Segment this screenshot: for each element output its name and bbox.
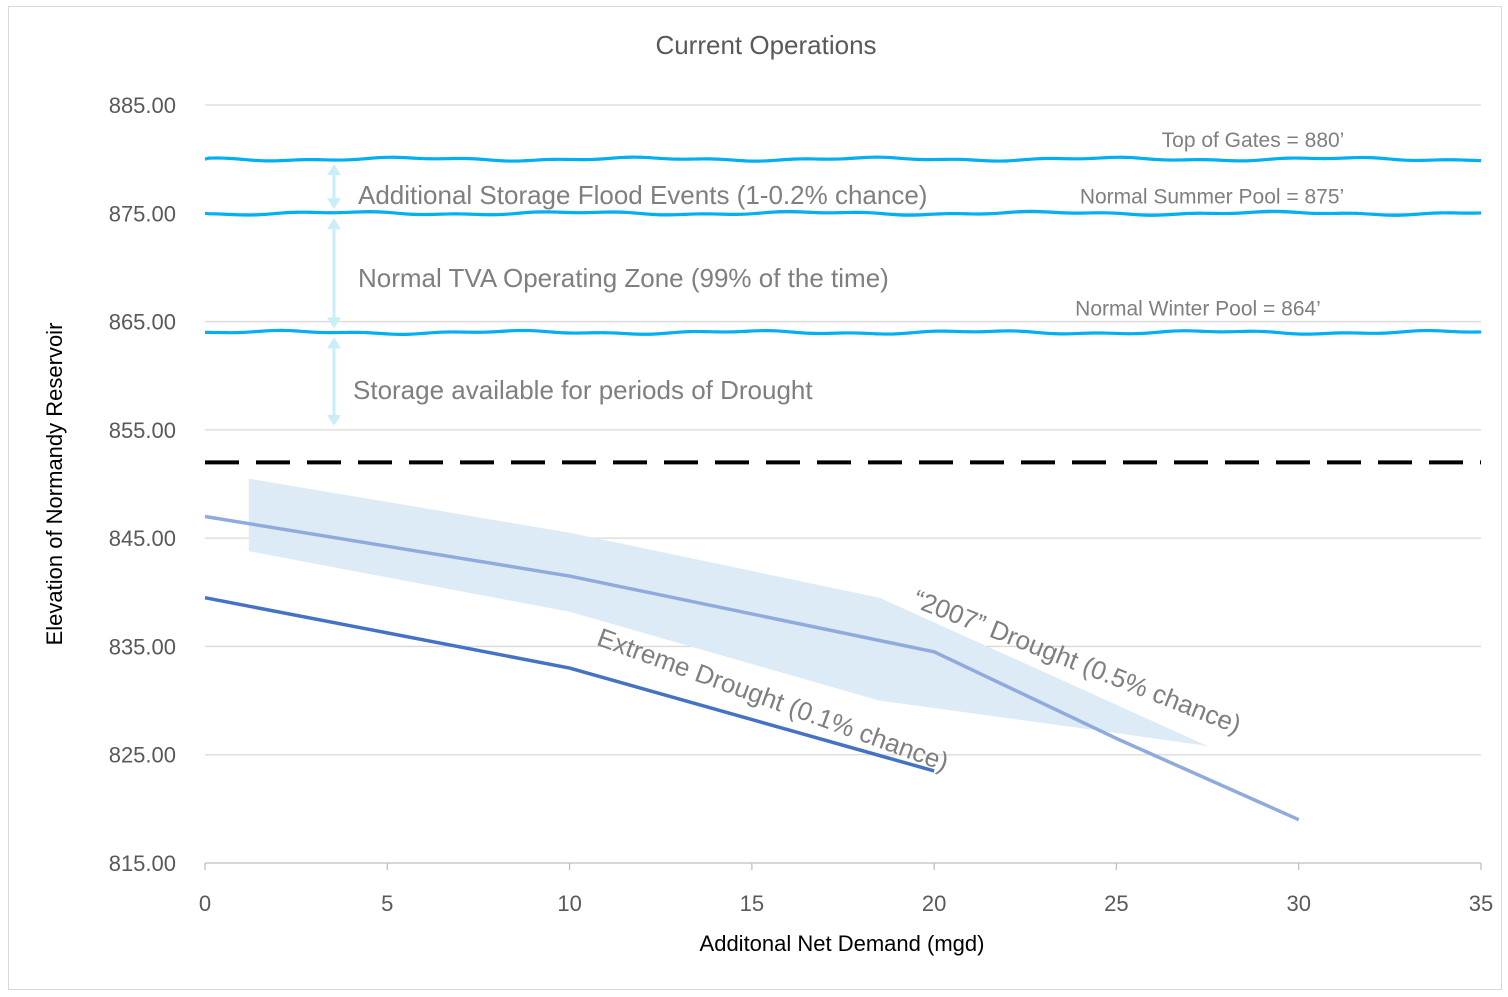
- x-axis-ticks: 0 5 10 15 20 25 30 35: [199, 891, 1493, 916]
- x-tick-label: 0: [199, 891, 211, 916]
- zone-arrow-head-down: [327, 317, 341, 329]
- x-tick-label: 10: [557, 891, 581, 916]
- zone-annotations-layer: Additional Storage Flood Events (1-0.2% …: [327, 164, 927, 426]
- y-axis-ticks: 815.00 825.00 835.00 845.00 855.00 865.00 875.…: [109, 93, 176, 876]
- y-tick-label: 815.00: [109, 851, 176, 876]
- zone-label: Normal TVA Operating Zone (99% of the ti…: [358, 263, 889, 293]
- reference-line-label: Normal Summer Pool = 875’: [1080, 185, 1344, 208]
- reference-lines-layer: Top of Gates = 880’ Normal Summer Pool = …: [204, 129, 1482, 465]
- chart-title: Current Operations: [655, 30, 876, 60]
- zone-arrow-head-down: [327, 198, 341, 210]
- x-axis-title: Additonal Net Demand (mgd): [700, 931, 985, 956]
- x-tick-label: 25: [1104, 891, 1128, 916]
- zone-label: Storage available for periods of Drought: [353, 375, 813, 405]
- reference-line-wavy: [204, 155, 1482, 163]
- zone-arrow-head-down: [327, 414, 341, 426]
- y-tick-label: 845.00: [109, 526, 176, 551]
- reference-line-label: Normal Winter Pool = 864’: [1075, 297, 1321, 320]
- x-tick-label: 30: [1286, 891, 1310, 916]
- x-tick-label: 15: [740, 891, 764, 916]
- y-tick-label: 825.00: [109, 743, 176, 768]
- y-axis-title: Elevation of Normandy Reservoir: [42, 323, 67, 646]
- zone-label: Additional Storage Flood Events (1-0.2% …: [358, 180, 927, 210]
- y-tick-label: 855.00: [109, 418, 176, 443]
- y-tick-label: 865.00: [109, 310, 176, 335]
- x-tick-label: 20: [922, 891, 946, 916]
- gridlines: [204, 104, 1482, 870]
- y-tick-label: 885.00: [109, 93, 176, 118]
- reference-line-label: Top of Gates = 880’: [1162, 129, 1345, 152]
- y-tick-label: 835.00: [109, 634, 176, 659]
- x-tick-label: 5: [381, 891, 393, 916]
- y-tick-label: 875.00: [109, 201, 176, 226]
- reference-line-wavy: [204, 328, 1482, 336]
- zone-arrow-head-up: [327, 337, 341, 349]
- x-tick-label: 35: [1469, 891, 1493, 916]
- drought-range-band: [248, 478, 1208, 747]
- drought-band-layer: [248, 478, 1208, 747]
- reference-line-wavy: [204, 209, 1482, 217]
- zone-arrow-head-up: [327, 218, 341, 230]
- zone-arrow-head-up: [327, 164, 341, 176]
